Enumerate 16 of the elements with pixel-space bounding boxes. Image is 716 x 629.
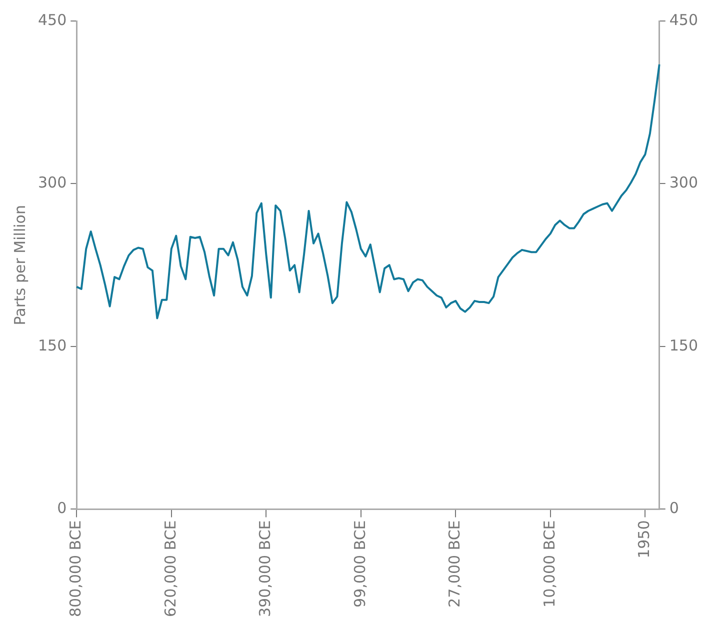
y-tick-label: 300 <box>38 174 67 192</box>
y2-tick-label: 0 <box>669 499 679 518</box>
y2-tick-label: 300 <box>669 174 698 192</box>
x-tick-label: 800,000 BCE <box>66 520 85 618</box>
x-tick-label: 1950 <box>635 520 654 558</box>
x-tick-label: 27,000 BCE <box>446 520 464 608</box>
y-tick-label: 0 <box>57 499 67 518</box>
x-tick-label: 10,000 BCE <box>540 520 558 608</box>
y2-tick-label: 450 <box>669 10 698 29</box>
y-tick-label: 450 <box>38 10 67 29</box>
x-tick-label: 620,000 BCE <box>161 520 180 618</box>
y2-tick-label: 150 <box>669 336 698 354</box>
y-axis-title: Parts per Million <box>10 205 29 326</box>
x-tick-label: 99,000 BCE <box>350 520 369 608</box>
x-tick-label: 390,000 BCE <box>256 520 274 618</box>
y-tick-label: 150 <box>38 336 67 354</box>
